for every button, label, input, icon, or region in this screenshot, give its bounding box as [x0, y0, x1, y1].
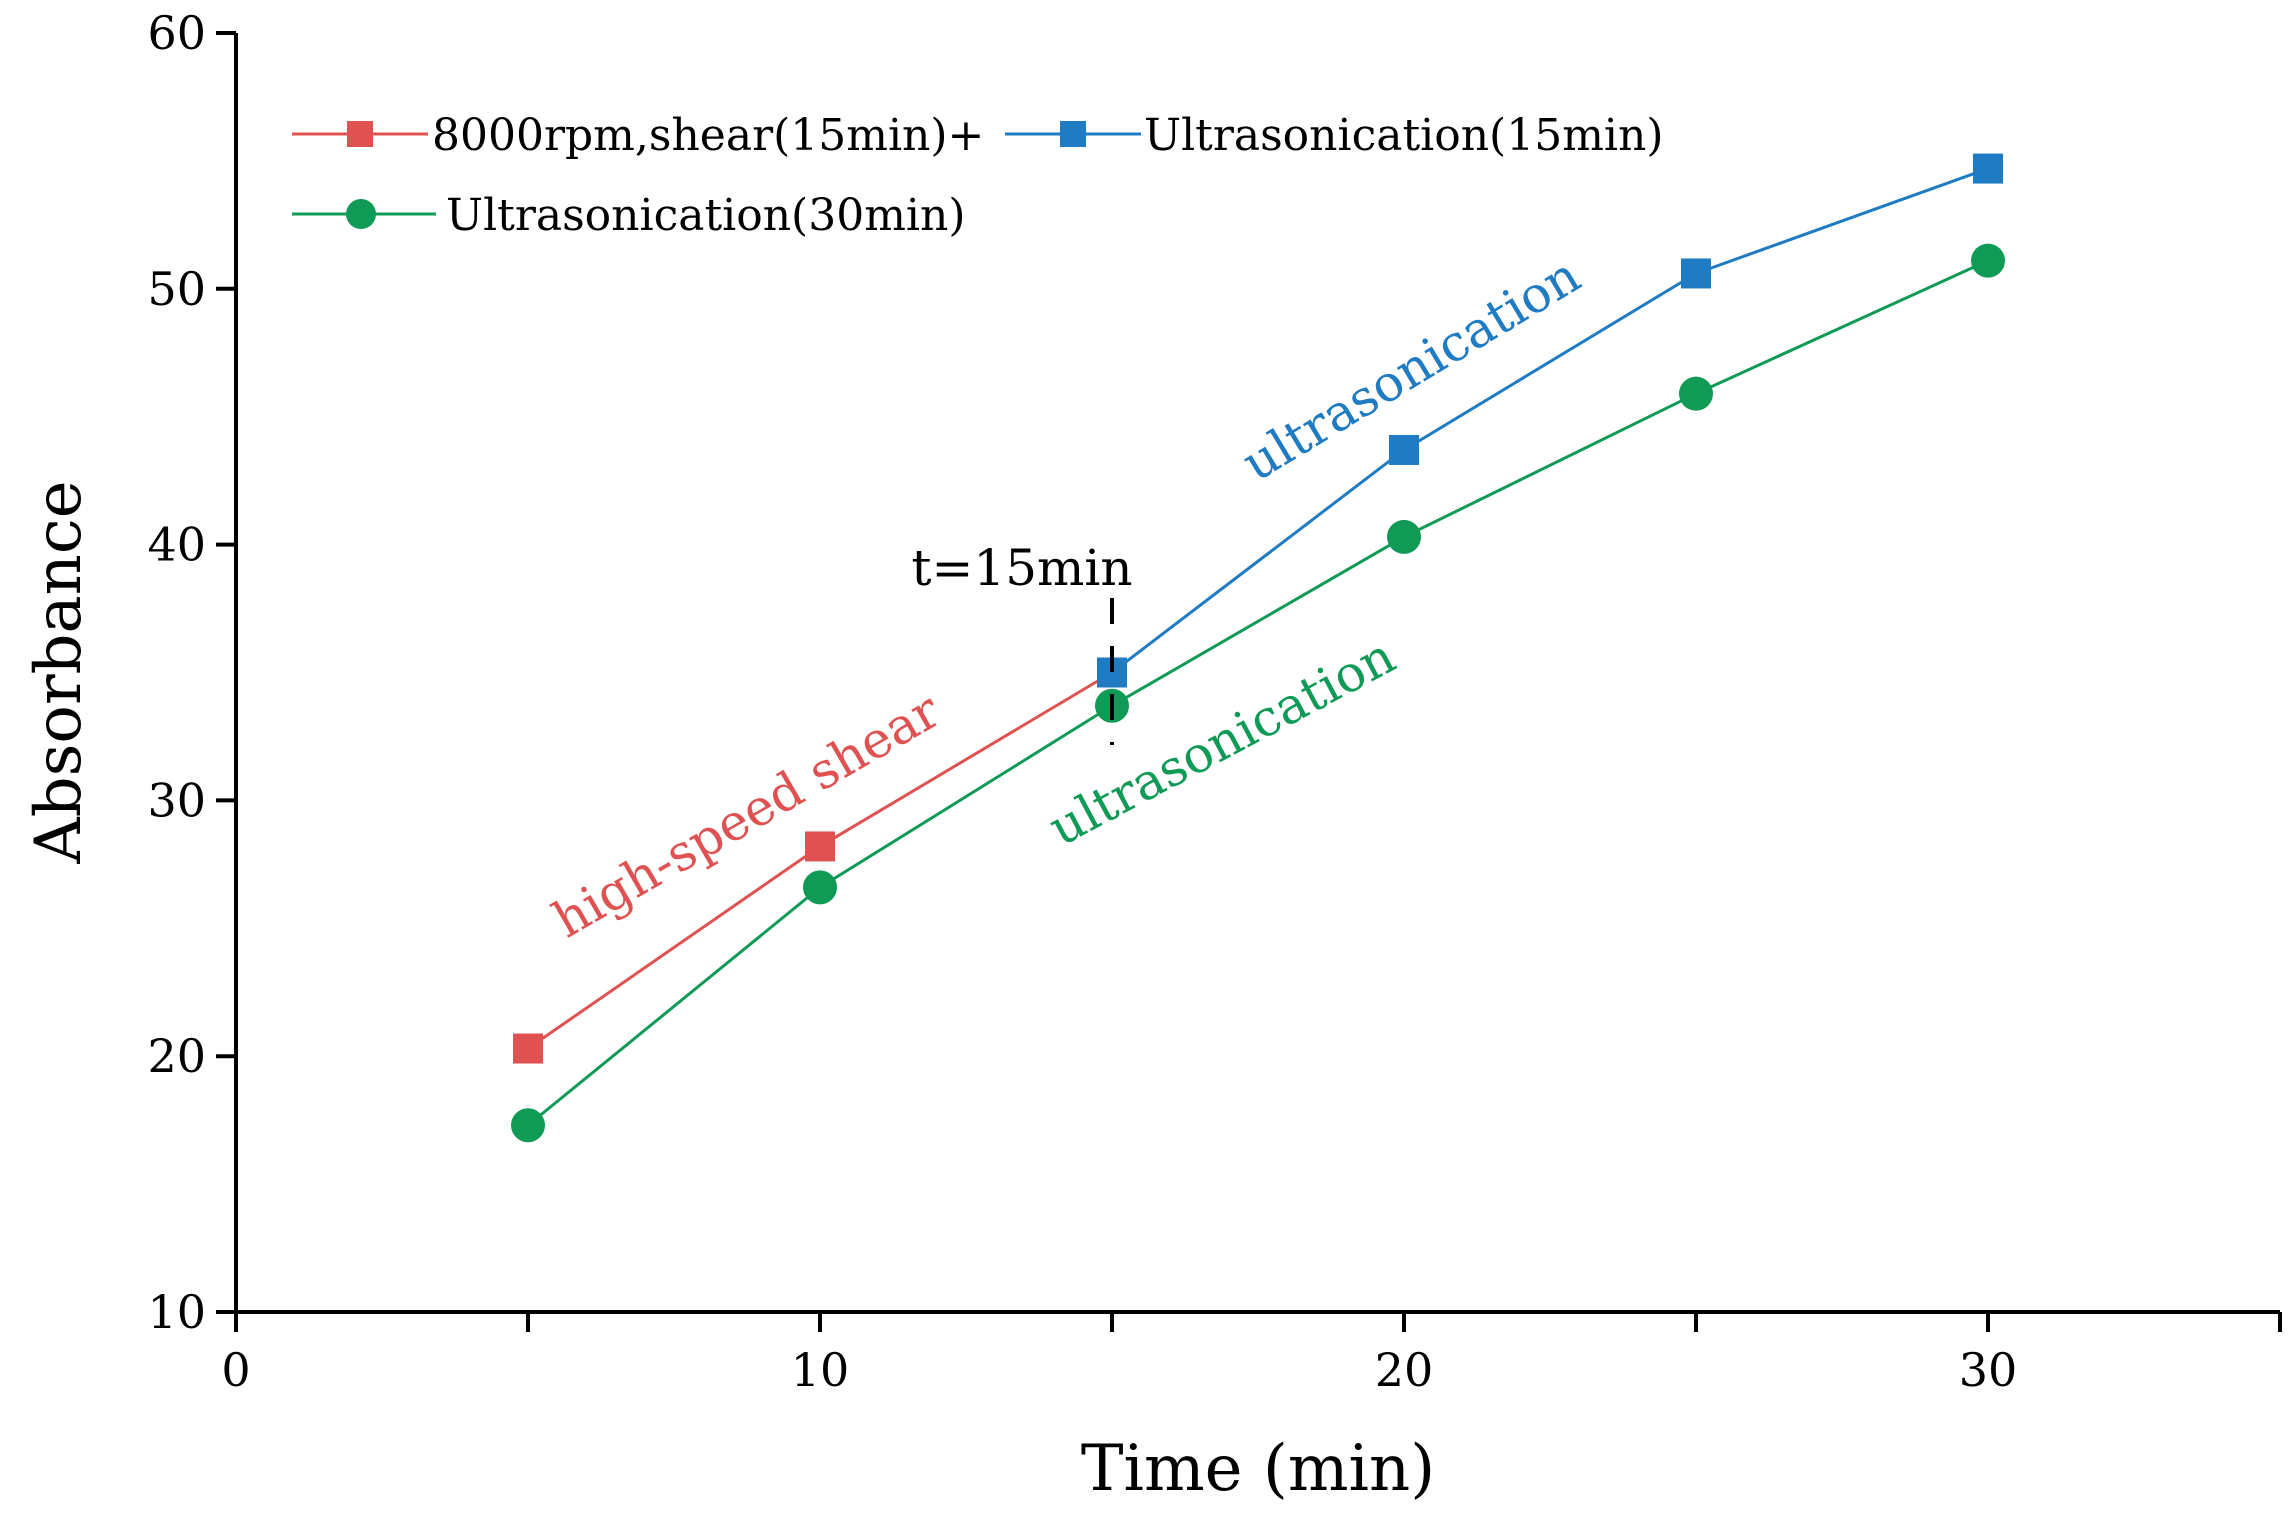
data-point [1971, 243, 2005, 278]
x-tick-label: 10 [791, 1343, 850, 1397]
series-line-2 [527, 259, 1989, 1127]
y-axis-title: Absorbance [22, 480, 96, 864]
x-tick-label: 30 [1959, 1343, 2018, 1397]
data-point [1679, 376, 1713, 411]
y-tick-label: 40 [147, 518, 206, 572]
data-point [803, 870, 837, 905]
annotation-ultrasonication-green: ultrasonication [1040, 627, 1405, 858]
data-point [1973, 153, 2003, 184]
y-tick-label: 30 [147, 773, 206, 827]
legend-marker-shear [347, 121, 373, 147]
ticks: 10 20 30 40 50 60 0 10 20 30 [147, 6, 2282, 1397]
t15-label: t=15min [911, 539, 1132, 597]
y-tick-label: 60 [147, 6, 206, 60]
series-line-1 [1111, 167, 1989, 674]
annotations: t=15min high-speed shear ultrasonication… [544, 246, 1590, 949]
x-axis-title: Time (min) [1081, 1432, 1435, 1506]
data-point [805, 831, 835, 862]
legend-label-shear: 8000rpm,shear(15min)+ [432, 110, 984, 161]
axes [234, 33, 2280, 1314]
annotation-high-speed-shear: high-speed shear [544, 681, 950, 949]
y-tick-label: 50 [147, 262, 206, 316]
legend-marker-ultra30 [346, 199, 376, 229]
data-point [511, 1108, 545, 1143]
data-point [1387, 519, 1421, 554]
data-point [1681, 258, 1711, 289]
x-tick-label: 0 [221, 1343, 250, 1397]
y-tick-label: 20 [147, 1029, 206, 1083]
legend-label-ultra15: Ultrasonication(15min) [1144, 110, 1664, 161]
x-tick-label: 20 [1375, 1343, 1434, 1397]
y-tick-label: 10 [147, 1285, 206, 1339]
legend: 8000rpm,shear(15min)+ Ultrasonication(15… [292, 110, 1664, 241]
legend-marker-ultra15 [1060, 121, 1086, 147]
data-point [513, 1033, 543, 1064]
data-point [1389, 434, 1419, 465]
series-layer [511, 153, 2005, 1143]
legend-label-ultra30: Ultrasonication(30min) [446, 190, 966, 241]
